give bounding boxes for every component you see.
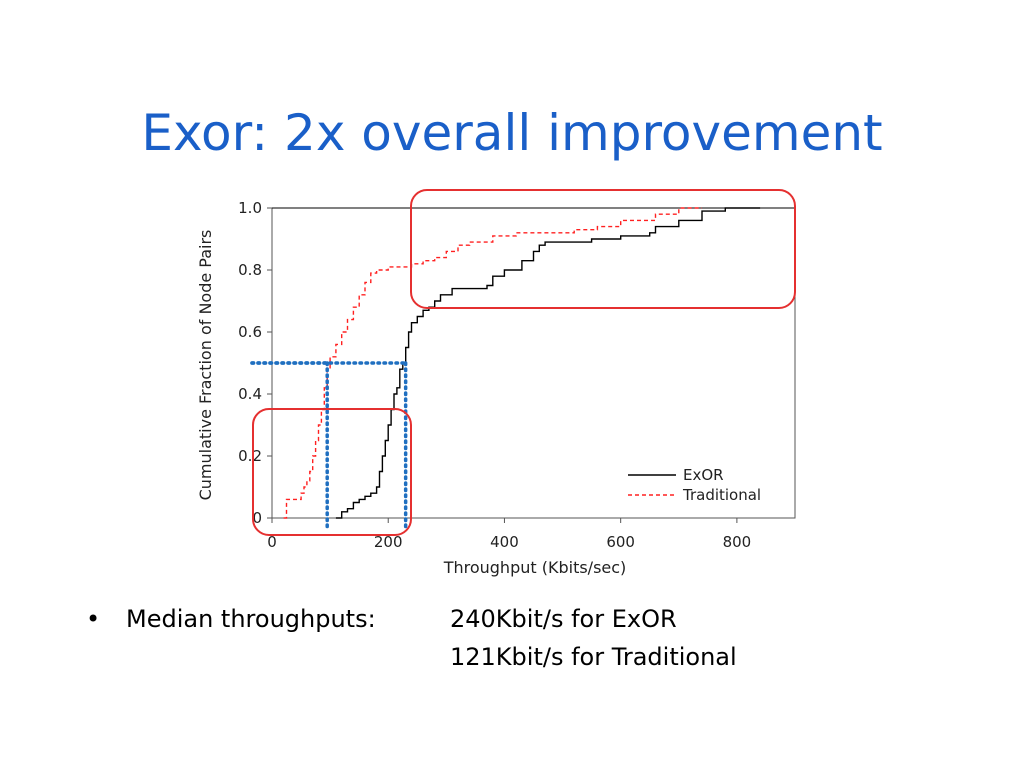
median-markers	[250, 361, 408, 530]
x-tick-label: 800	[723, 533, 752, 551]
x-tick-label: 0	[267, 533, 277, 551]
y-tick-label: 0.2	[238, 447, 262, 465]
chart-axes: 0 200 400 600 800 0 0.2 0.4 0.6 0.8 1.0	[238, 199, 796, 551]
y-tick-label: 0.6	[238, 323, 262, 341]
chart-series	[283, 207, 761, 519]
chart-legend: ExOR Traditional	[628, 466, 761, 504]
cdf-chart: 0 200 400 600 800 0 0.2 0.4 0.6 0.8 1.0 ExOR Tradit…	[196, 189, 796, 577]
y-tick-label: 0.4	[238, 385, 262, 403]
bullet-line-traditional: 121Kbit/s for Traditional	[450, 643, 737, 671]
series-line-traditional	[283, 207, 702, 519]
legend-label-traditional: Traditional	[682, 486, 761, 504]
highlight-box	[410, 189, 796, 309]
legend-label-exor: ExOR	[683, 466, 724, 484]
highlight-boxes	[252, 189, 796, 536]
series-line-exor	[335, 207, 761, 519]
x-tick-label: 600	[606, 533, 635, 551]
bullet-symbol: •	[86, 605, 101, 633]
y-tick-label: 1.0	[238, 199, 262, 217]
highlight-box	[252, 408, 412, 536]
y-axis-title: Cumulative Fraction of Node Pairs	[196, 230, 215, 501]
y-tick-label: 0	[252, 509, 262, 527]
y-tick-label: 0.8	[238, 261, 262, 279]
slide-title: Exor: 2x overall improvement	[141, 104, 883, 162]
x-tick-label: 200	[374, 533, 403, 551]
bullet-line-exor: 240Kbit/s for ExOR	[450, 605, 677, 633]
x-tick-label: 400	[490, 533, 519, 551]
x-axis-title: Throughput (Kbits/sec)	[443, 558, 627, 577]
bullet-label: Median throughputs:	[126, 605, 376, 633]
